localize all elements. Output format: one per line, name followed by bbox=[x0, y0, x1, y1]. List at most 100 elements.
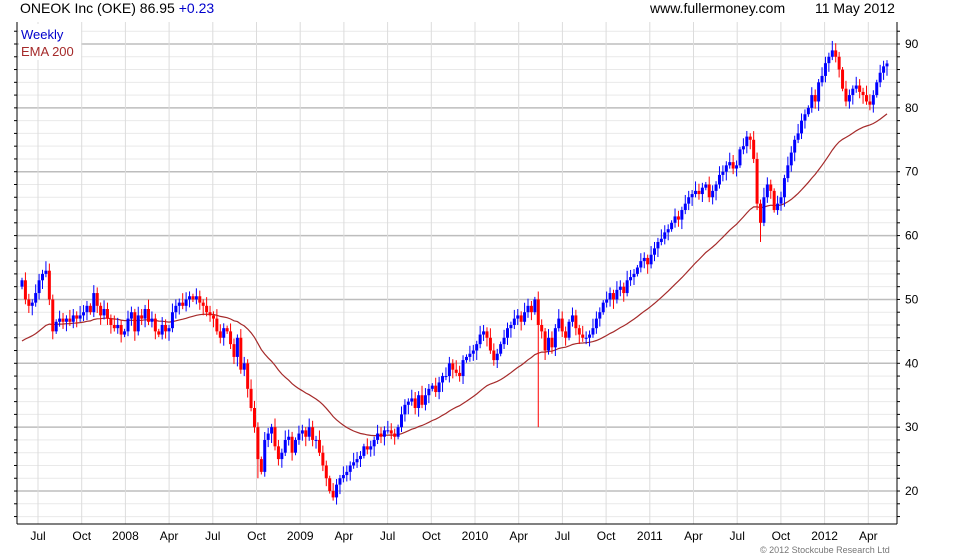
candle-body bbox=[338, 478, 342, 485]
candle-body bbox=[297, 433, 301, 440]
candle-body bbox=[252, 408, 256, 428]
x-tick-label: Oct bbox=[772, 529, 791, 543]
candle-body bbox=[352, 462, 356, 466]
candle-body bbox=[519, 315, 523, 322]
candle-body bbox=[871, 95, 875, 105]
candle-body bbox=[458, 372, 462, 377]
candle-body bbox=[782, 178, 786, 198]
legend-ema: EMA 200 bbox=[21, 44, 74, 59]
candle-body bbox=[468, 353, 472, 357]
candle-body bbox=[307, 427, 311, 437]
candle-body bbox=[317, 439, 321, 453]
candle-body bbox=[218, 331, 222, 338]
candle-body bbox=[823, 63, 827, 76]
candle-body bbox=[622, 286, 626, 294]
chart-date: 11 May 2012 bbox=[815, 0, 895, 16]
candle-body bbox=[567, 321, 571, 338]
candle-body bbox=[724, 165, 728, 172]
candle-body bbox=[550, 337, 554, 348]
candle-body bbox=[75, 315, 79, 319]
candle-body bbox=[875, 82, 879, 96]
candle-body bbox=[129, 312, 133, 319]
candle-body bbox=[878, 72, 882, 83]
candle-body bbox=[721, 171, 725, 175]
candle-body bbox=[680, 210, 684, 220]
candle-body bbox=[639, 261, 643, 268]
legend-weekly: Weekly bbox=[21, 27, 64, 42]
y-tick-label: 60 bbox=[905, 229, 919, 243]
candle-body bbox=[803, 114, 807, 121]
site-link[interactable]: www.fullermoney.com bbox=[650, 0, 786, 16]
candle-body bbox=[300, 430, 304, 434]
candle-body bbox=[160, 324, 164, 335]
candle-body bbox=[290, 436, 294, 453]
candle-body bbox=[123, 331, 127, 335]
candle-body bbox=[47, 270, 51, 300]
x-tick-label: 2011 bbox=[637, 529, 663, 543]
y-tick-label: 30 bbox=[905, 420, 919, 434]
candle-body bbox=[735, 165, 739, 169]
candle-body bbox=[270, 427, 274, 434]
candle-body bbox=[806, 107, 810, 115]
candle-body bbox=[625, 280, 629, 294]
candle-body bbox=[133, 312, 137, 332]
candle-body bbox=[410, 398, 414, 402]
candle-body bbox=[389, 430, 393, 434]
x-tick-label: Oct bbox=[597, 529, 616, 543]
candle-body bbox=[44, 270, 48, 274]
candle-body bbox=[321, 452, 325, 466]
candle-body bbox=[526, 305, 530, 313]
candle-body bbox=[615, 289, 619, 300]
candle-body bbox=[608, 293, 612, 300]
candle-body bbox=[861, 91, 865, 96]
legend-bg bbox=[19, 24, 81, 60]
candle-body bbox=[112, 324, 116, 329]
x-tick-label: Jul bbox=[205, 529, 220, 543]
candle-body bbox=[629, 277, 633, 281]
candle-body bbox=[64, 318, 68, 322]
x-tick-label: Jul bbox=[380, 529, 395, 543]
candle-body bbox=[502, 337, 506, 345]
candle-body bbox=[23, 280, 27, 300]
candle-body bbox=[235, 337, 239, 357]
candle-body bbox=[417, 395, 421, 409]
candle-body bbox=[194, 296, 198, 300]
candle-body bbox=[543, 331, 547, 351]
candle-body bbox=[105, 309, 109, 319]
y-tick-label: 20 bbox=[905, 484, 919, 498]
candle-body bbox=[355, 459, 359, 463]
candle-body bbox=[728, 162, 732, 166]
candle-body bbox=[249, 388, 253, 409]
candle-body bbox=[741, 146, 745, 150]
y-tick-label: 40 bbox=[905, 356, 919, 370]
candle-body bbox=[222, 328, 226, 338]
x-tick-label: Jul bbox=[555, 529, 570, 543]
candle-body bbox=[516, 315, 520, 319]
candle-body bbox=[427, 388, 431, 396]
x-tick-label: Jul bbox=[730, 529, 745, 543]
candle-body bbox=[670, 222, 674, 230]
x-tick-label: Apr bbox=[160, 529, 179, 543]
candle-body bbox=[598, 312, 602, 319]
candle-body bbox=[796, 133, 800, 140]
candle-body bbox=[119, 324, 123, 335]
candle-body bbox=[765, 184, 769, 198]
ema-200-line bbox=[21, 113, 888, 437]
candle-body bbox=[683, 203, 687, 211]
candle-body bbox=[786, 165, 790, 179]
candle-body bbox=[461, 360, 465, 377]
x-tick-label: Apr bbox=[509, 529, 528, 543]
candle-body bbox=[847, 95, 851, 102]
candle-body bbox=[82, 312, 86, 316]
candle-body bbox=[341, 475, 345, 479]
grid bbox=[17, 22, 897, 524]
candle-body bbox=[837, 56, 841, 70]
candle-body bbox=[687, 197, 691, 204]
candle-body bbox=[547, 337, 551, 351]
candle-body bbox=[666, 229, 670, 233]
candle-body bbox=[830, 50, 834, 57]
x-tick-label: Apr bbox=[335, 529, 354, 543]
candle-body bbox=[512, 318, 516, 325]
candle-body bbox=[553, 328, 557, 348]
candle-body bbox=[588, 334, 592, 338]
